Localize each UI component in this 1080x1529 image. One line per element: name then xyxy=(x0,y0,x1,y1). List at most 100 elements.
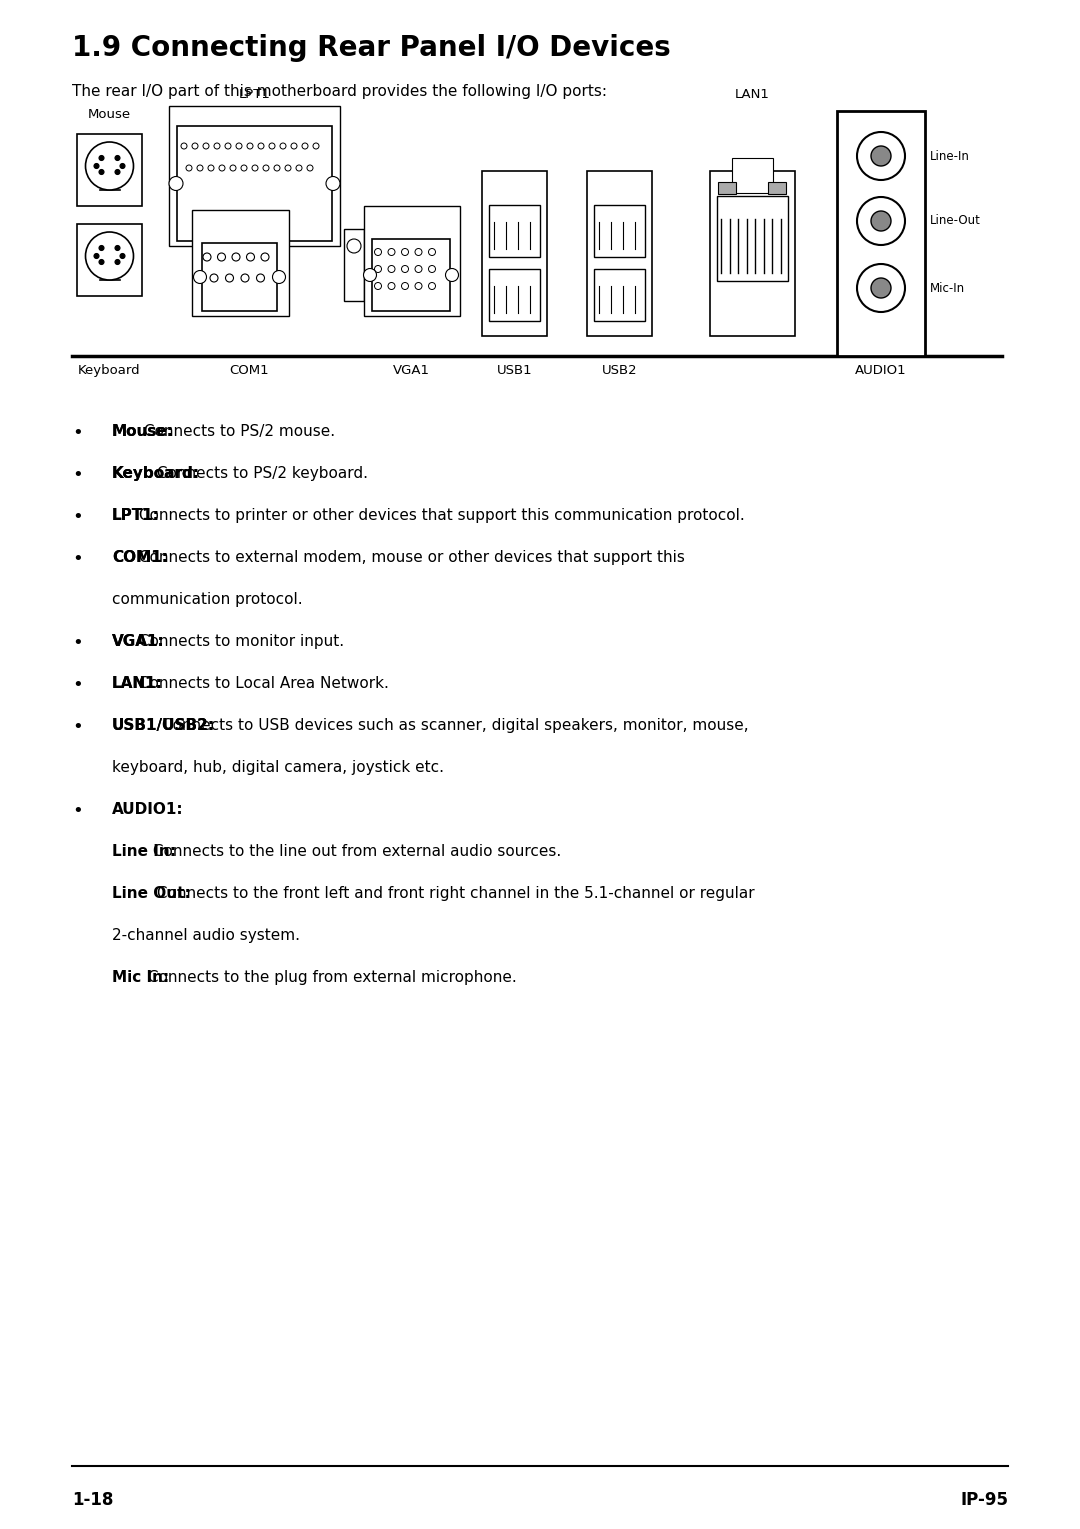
Circle shape xyxy=(274,165,280,171)
Circle shape xyxy=(269,144,275,148)
Circle shape xyxy=(203,252,211,261)
Circle shape xyxy=(99,170,104,174)
Circle shape xyxy=(193,271,206,283)
Text: •: • xyxy=(72,719,83,735)
Bar xyxy=(489,269,540,321)
Circle shape xyxy=(415,283,422,289)
Text: •: • xyxy=(72,424,83,442)
Bar xyxy=(372,239,450,310)
Text: •: • xyxy=(72,466,83,485)
Bar xyxy=(717,196,788,281)
Text: Keyboard:: Keyboard: xyxy=(112,466,200,482)
Circle shape xyxy=(870,211,891,231)
Circle shape xyxy=(99,260,104,265)
Circle shape xyxy=(114,246,120,251)
Bar xyxy=(594,205,645,257)
Circle shape xyxy=(870,278,891,298)
Circle shape xyxy=(225,144,231,148)
Circle shape xyxy=(258,144,264,148)
Bar xyxy=(177,125,332,242)
Circle shape xyxy=(230,165,237,171)
Text: Connects to Local Area Network.: Connects to Local Area Network. xyxy=(134,676,389,691)
Circle shape xyxy=(326,176,340,191)
Circle shape xyxy=(252,165,258,171)
Text: •: • xyxy=(72,803,83,820)
Text: LAN1:: LAN1: xyxy=(112,676,163,691)
Circle shape xyxy=(388,249,395,255)
Circle shape xyxy=(445,269,459,281)
Bar xyxy=(718,182,735,194)
Text: •: • xyxy=(72,635,83,651)
Text: LPT1: LPT1 xyxy=(239,89,270,101)
Text: COM1:: COM1: xyxy=(112,550,168,566)
Circle shape xyxy=(94,164,99,168)
Text: Connects to the front left and front right channel in the 5.1-channel or regular: Connects to the front left and front rig… xyxy=(152,885,755,901)
Text: Connects to external modem, mouse or other devices that support this: Connects to external modem, mouse or oth… xyxy=(134,550,685,566)
Text: •: • xyxy=(72,550,83,567)
Circle shape xyxy=(99,246,104,251)
Text: Mic In:: Mic In: xyxy=(112,969,170,985)
Circle shape xyxy=(85,232,134,280)
Text: Connects to the line out from external audio sources.: Connects to the line out from external a… xyxy=(148,844,561,859)
Bar xyxy=(345,229,364,301)
Circle shape xyxy=(120,164,125,168)
Circle shape xyxy=(219,165,225,171)
Circle shape xyxy=(94,254,99,258)
Bar xyxy=(168,106,340,246)
Text: LAN1: LAN1 xyxy=(735,89,770,101)
Circle shape xyxy=(402,266,408,272)
Circle shape xyxy=(232,252,240,261)
Text: •: • xyxy=(72,676,83,694)
Circle shape xyxy=(313,144,319,148)
Bar xyxy=(77,225,141,297)
Bar xyxy=(364,206,460,317)
Circle shape xyxy=(114,156,120,161)
Circle shape xyxy=(858,131,905,180)
Circle shape xyxy=(85,142,134,190)
Text: 1-18: 1-18 xyxy=(72,1491,113,1509)
Circle shape xyxy=(858,197,905,245)
Circle shape xyxy=(429,283,435,289)
Circle shape xyxy=(168,176,183,191)
Circle shape xyxy=(307,165,313,171)
Circle shape xyxy=(388,266,395,272)
Bar xyxy=(594,269,645,321)
Circle shape xyxy=(261,252,269,261)
Text: VGA1:: VGA1: xyxy=(112,635,165,648)
Circle shape xyxy=(429,266,435,272)
Circle shape xyxy=(347,239,361,252)
Text: •: • xyxy=(72,508,83,526)
Circle shape xyxy=(210,274,218,281)
Text: Keyboard:: Keyboard: xyxy=(112,466,200,482)
Circle shape xyxy=(203,144,210,148)
Text: communication protocol.: communication protocol. xyxy=(112,592,302,607)
Text: 2-channel audio system.: 2-channel audio system. xyxy=(112,928,300,943)
Circle shape xyxy=(247,144,253,148)
Text: keyboard, hub, digital camera, joystick etc.: keyboard, hub, digital camera, joystick … xyxy=(112,760,444,775)
Bar xyxy=(710,171,795,336)
Circle shape xyxy=(241,165,247,171)
Text: Connects to printer or other devices that support this communication protocol.: Connects to printer or other devices tha… xyxy=(134,508,745,523)
Text: Line In:: Line In: xyxy=(112,844,176,859)
Circle shape xyxy=(402,249,408,255)
Circle shape xyxy=(858,265,905,312)
Circle shape xyxy=(197,165,203,171)
Circle shape xyxy=(237,144,242,148)
Circle shape xyxy=(870,145,891,167)
Text: VGA1: VGA1 xyxy=(392,364,430,378)
Text: Connects to PS/2 mouse.: Connects to PS/2 mouse. xyxy=(139,424,335,439)
Circle shape xyxy=(217,252,226,261)
Circle shape xyxy=(241,274,249,281)
Text: AUDIO1: AUDIO1 xyxy=(855,364,907,378)
Circle shape xyxy=(120,254,125,258)
Circle shape xyxy=(192,144,198,148)
Circle shape xyxy=(375,249,381,255)
Text: Line-Out: Line-Out xyxy=(930,214,981,228)
Text: Mouse:: Mouse: xyxy=(112,424,174,439)
Text: USB2: USB2 xyxy=(602,364,637,378)
Circle shape xyxy=(429,249,435,255)
Text: AUDIO1:: AUDIO1: xyxy=(112,803,184,816)
Text: LAN1:: LAN1: xyxy=(112,676,163,691)
Text: Mouse: Mouse xyxy=(87,109,131,121)
Circle shape xyxy=(257,274,265,281)
